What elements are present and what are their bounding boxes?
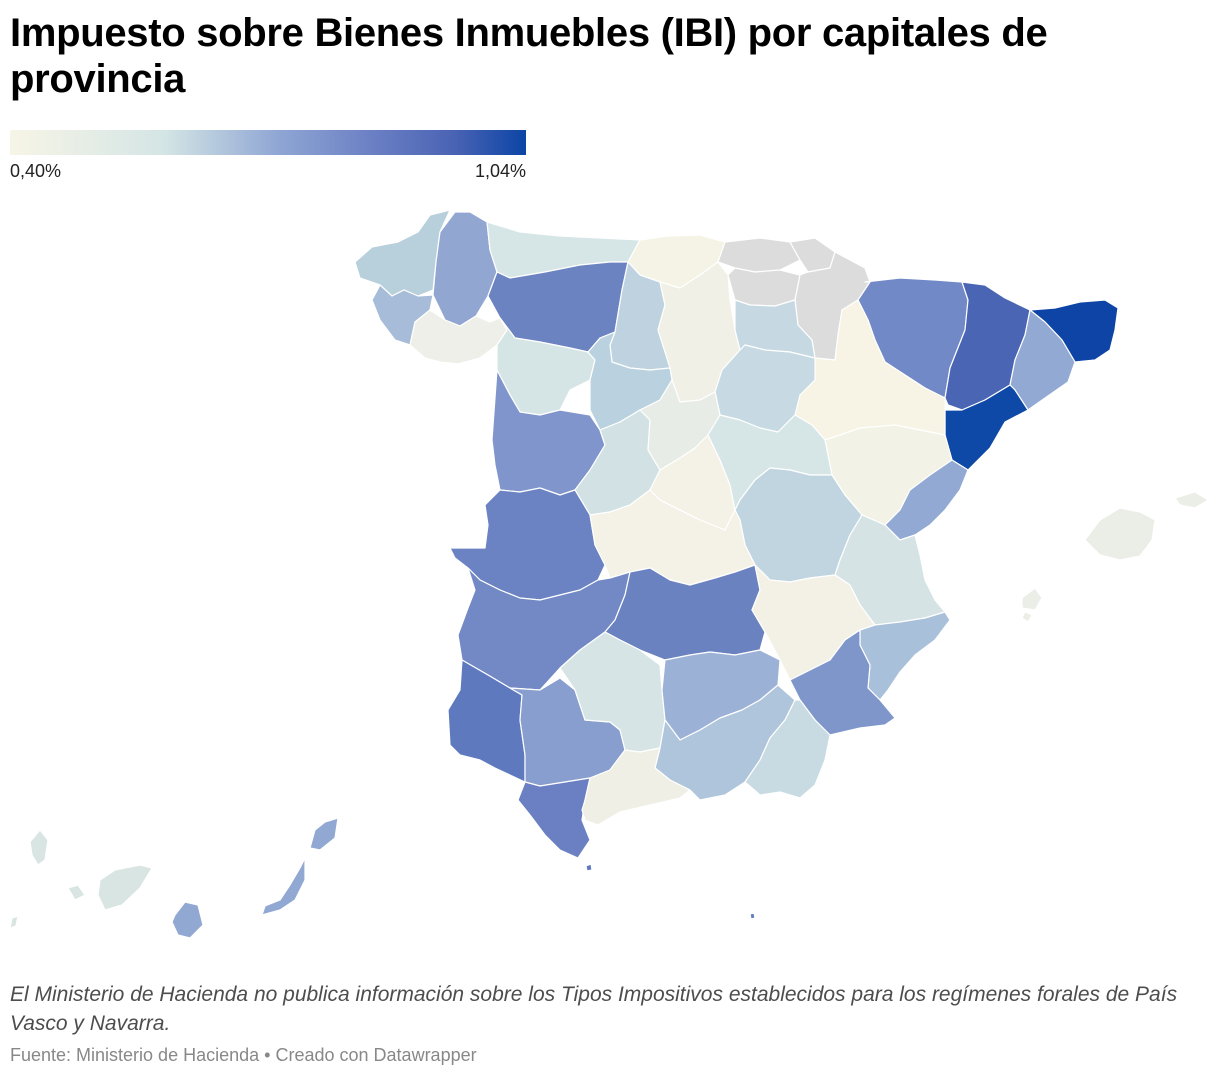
province-ceuta[interactable] (585, 863, 593, 872)
province-almeria[interactable] (744, 699, 831, 799)
legend-labels: 0,40% 1,04% (10, 161, 526, 185)
province-castellon[interactable] (884, 459, 969, 541)
legend-min-label: 0,40% (10, 161, 62, 181)
province-melilla[interactable] (749, 912, 756, 920)
legend-max-label: 1,04% (474, 161, 526, 181)
province-las-palmas[interactable] (171, 817, 339, 939)
chart-footer: Fuente: Ministerio de Hacienda • Creado … (10, 1045, 477, 1066)
province-gipuzkoa[interactable] (789, 237, 836, 273)
province-cadiz[interactable] (517, 777, 591, 859)
chart-notes: El Ministerio de Hacienda no publica inf… (10, 983, 1178, 1035)
province-malaga[interactable] (581, 747, 691, 826)
footer-separator: • (264, 1045, 271, 1065)
province-santa-cruz-de-tenerife[interactable] (9, 829, 153, 929)
province-zamora[interactable] (496, 317, 596, 416)
province-alicante[interactable] (859, 611, 951, 701)
province-araba[interactable] (727, 267, 801, 307)
province-bizkaia[interactable] (717, 237, 801, 273)
credit-text: Creado con Datawrapper (275, 1045, 477, 1065)
source-text: Fuente: Ministerio de Hacienda (10, 1045, 260, 1065)
province-illes-balears[interactable] (1021, 491, 1209, 623)
legend-gradient-bar (10, 130, 526, 155)
color-legend: 0,40% 1,04% (10, 130, 526, 185)
province-map (9, 209, 1209, 939)
chart-title: Impuesto sobre Bienes Inmuebles (IBI) po… (10, 11, 1048, 101)
